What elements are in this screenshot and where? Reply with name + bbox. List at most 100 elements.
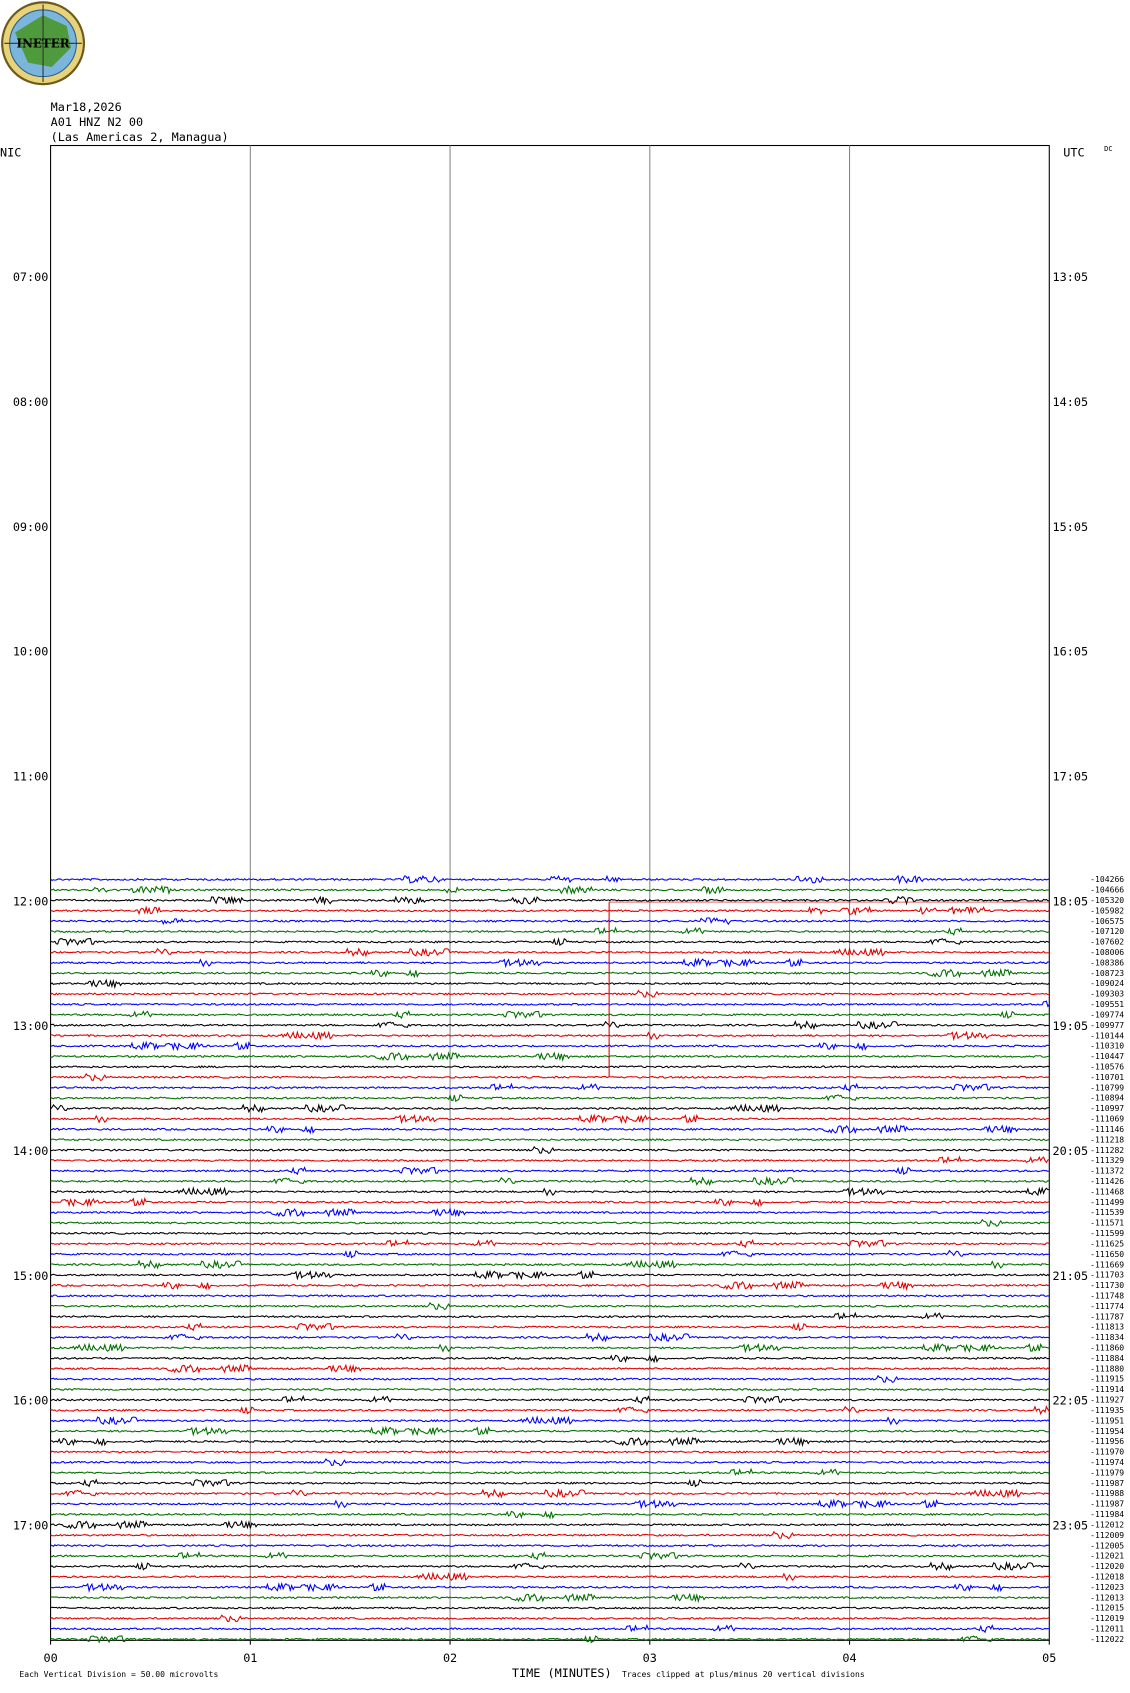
trace-offset-label: -111914	[1090, 1385, 1124, 1394]
trace-offset-label: -110310	[1090, 1042, 1124, 1051]
trace	[50, 1040, 1050, 1052]
trace-offset-label: -110997	[1090, 1104, 1124, 1113]
right-zone-label: UTC	[1063, 145, 1084, 159]
trace-offset-label: -111915	[1090, 1375, 1124, 1384]
trace-offset-label: -110894	[1090, 1094, 1124, 1103]
trace	[50, 1363, 1050, 1374]
x-tick-label: 02	[443, 1651, 457, 1665]
trace	[50, 1530, 1050, 1539]
trace-offset-label: -111954	[1090, 1427, 1124, 1436]
trace-offset-label: -111984	[1090, 1510, 1124, 1519]
trace-offset-label: -111571	[1090, 1219, 1124, 1228]
trace	[50, 967, 1050, 979]
trace	[50, 895, 1050, 906]
trace-offset-label: -111951	[1090, 1416, 1124, 1425]
trace	[50, 978, 1050, 990]
trace	[50, 1543, 1050, 1548]
date: Mar18,2026	[51, 100, 122, 114]
trace	[50, 926, 1050, 936]
trace-offset-label: -107602	[1090, 938, 1124, 947]
trace-offset-label: -111974	[1090, 1458, 1124, 1467]
left-hour-label: 16:00	[13, 1394, 49, 1408]
trace-offset-label: -111884	[1090, 1354, 1124, 1363]
trace	[50, 1231, 1050, 1235]
trace-offset-label: -111987	[1090, 1479, 1124, 1488]
trace	[50, 1102, 1050, 1114]
trace	[50, 989, 1050, 998]
trace-offset-label: -105320	[1090, 896, 1124, 905]
trace-offset-label: -112012	[1090, 1520, 1124, 1529]
trace	[50, 884, 1050, 896]
trace-offset-label: -110447	[1090, 1052, 1124, 1061]
trace	[50, 1155, 1050, 1164]
trace-offset-label: -111956	[1090, 1437, 1124, 1446]
trace	[50, 1030, 1050, 1042]
trace-offset-label: -111539	[1090, 1208, 1124, 1217]
trace-offset-label: -112005	[1090, 1541, 1124, 1550]
trace	[50, 1450, 1050, 1454]
trace-offset-label: -111970	[1090, 1448, 1124, 1457]
trace-offset-label: -111834	[1090, 1333, 1124, 1342]
trace-offset-label: -111860	[1090, 1344, 1124, 1353]
trace	[50, 1614, 1050, 1623]
trace-offset-label: -109774	[1090, 1010, 1124, 1019]
trace	[50, 1510, 1050, 1520]
trace	[50, 1436, 1050, 1448]
dc-label: DC	[1104, 145, 1112, 153]
trace	[50, 1635, 1050, 1644]
trace	[50, 1258, 1050, 1270]
trace	[50, 1394, 1050, 1405]
trace	[50, 1207, 1050, 1218]
trace	[50, 1354, 1050, 1364]
trace-offset-label: -111988	[1090, 1489, 1124, 1498]
trace	[50, 1331, 1050, 1343]
trace-offset-label: -111935	[1090, 1406, 1124, 1415]
plot-frame	[50, 144, 1050, 1641]
left-hour-label: 12:00	[13, 894, 49, 908]
trace	[50, 1519, 1050, 1530]
trace-offset-label: -112023	[1090, 1583, 1124, 1592]
trace-offset-label: -111499	[1090, 1198, 1124, 1207]
right-hour-label: 15:05	[1053, 520, 1089, 534]
right-hour-label: 18:05	[1053, 894, 1089, 908]
trace	[50, 1145, 1050, 1154]
trace-offset-label: -107120	[1090, 927, 1124, 936]
trace	[50, 1478, 1050, 1488]
trace	[50, 1415, 1050, 1426]
left-hour-label: 15:00	[13, 1269, 49, 1283]
trace-offset-label: -110144	[1090, 1031, 1124, 1040]
trace	[50, 1218, 1050, 1227]
x-tick-label: 01	[243, 1651, 257, 1665]
left-hour-label: 17:00	[13, 1518, 49, 1532]
trace	[50, 1405, 1050, 1416]
trace	[50, 1009, 1050, 1020]
trace	[50, 946, 1050, 958]
trace-offset-label: -112009	[1090, 1531, 1124, 1540]
trace	[50, 1342, 1050, 1354]
right-hour-label: 17:05	[1053, 769, 1089, 783]
left-hour-label: 10:00	[13, 645, 49, 659]
trace-offset-label: -112018	[1090, 1573, 1124, 1582]
left-zone-label: NIC	[0, 145, 21, 159]
trace	[50, 1425, 1050, 1437]
left-hour-label: 13:00	[13, 1019, 49, 1033]
trace-offset-label: -112011	[1090, 1625, 1124, 1634]
trace-offset-label: -111748	[1090, 1291, 1124, 1300]
trace	[50, 1623, 1050, 1634]
trace-offset-label: -111468	[1090, 1187, 1124, 1196]
location: (Las Americas 2, Managua)	[51, 130, 229, 144]
trace	[50, 1301, 1050, 1311]
trace-offset-label: -104666	[1090, 886, 1124, 895]
trace-offset-label: -104266	[1090, 875, 1124, 884]
trace-offset-label: -111372	[1090, 1167, 1124, 1176]
left-hour-label: 08:00	[13, 395, 49, 409]
trace	[50, 1073, 1050, 1082]
x-tick-label: 04	[842, 1651, 856, 1665]
trace-offset-label: -111426	[1090, 1177, 1124, 1186]
trace	[50, 957, 1050, 969]
trace-offset-label: -108006	[1090, 948, 1124, 957]
trace	[50, 1197, 1050, 1208]
trace	[50, 1065, 1050, 1069]
trace-offset-label: -111069	[1090, 1115, 1124, 1124]
trace	[50, 917, 1050, 926]
